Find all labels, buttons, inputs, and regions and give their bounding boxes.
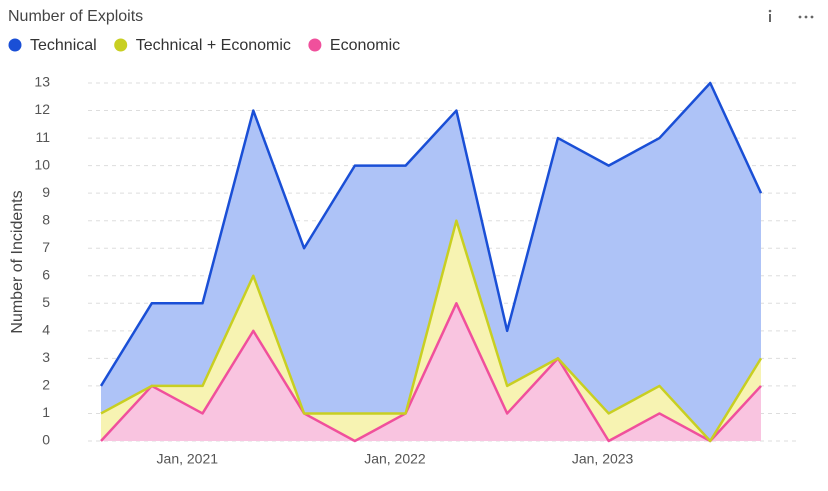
x-tick-label: Jan, 2021 xyxy=(157,451,219,467)
y-tick-label: 11 xyxy=(35,129,50,145)
chart-title: Number of Exploits xyxy=(8,8,143,25)
y-tick-label: 13 xyxy=(34,74,50,90)
more-icon[interactable] xyxy=(798,15,814,19)
y-tick-label: 0 xyxy=(42,432,50,448)
y-tick-label: 2 xyxy=(42,377,50,393)
legend-marker xyxy=(308,38,322,52)
area xyxy=(101,83,761,441)
y-tick-label: 3 xyxy=(42,349,50,365)
info-icon[interactable] xyxy=(768,9,772,22)
y-tick-label: 7 xyxy=(42,239,50,255)
line xyxy=(100,219,763,443)
x-tick-label: Jan, 2023 xyxy=(572,451,634,467)
y-tick-label: 6 xyxy=(42,266,50,282)
legend-marker xyxy=(114,38,128,52)
y-tick-label: 12 xyxy=(34,101,50,117)
legend-label: Technical xyxy=(30,37,97,54)
x-tick-label: Jan, 2022 xyxy=(364,451,426,467)
line xyxy=(100,302,762,443)
y-tick-label: 8 xyxy=(42,211,50,227)
y-tick-label: 5 xyxy=(42,294,50,310)
line xyxy=(99,81,763,387)
y-axis-label: Number of Incidents xyxy=(9,190,26,333)
legend-label: Economic xyxy=(330,37,400,54)
area xyxy=(101,220,761,441)
y-tick-label: 9 xyxy=(42,184,50,200)
y-tick-label: 10 xyxy=(34,156,50,172)
legend-marker xyxy=(8,38,22,52)
y-tick-label: 1 xyxy=(42,404,50,420)
area xyxy=(101,303,761,441)
y-tick-label: 4 xyxy=(42,322,50,338)
legend-label: Technical + Economic xyxy=(136,37,291,54)
